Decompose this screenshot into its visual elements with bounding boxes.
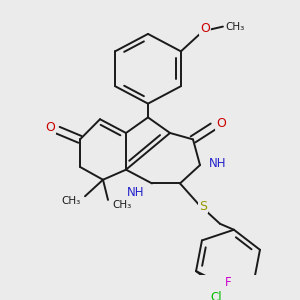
Text: CH₃: CH₃ <box>112 200 132 209</box>
Text: S: S <box>199 200 207 213</box>
Text: O: O <box>45 121 55 134</box>
Text: O: O <box>200 22 210 35</box>
Text: F: F <box>225 276 231 289</box>
Text: NH: NH <box>209 157 227 170</box>
Text: CH₃: CH₃ <box>225 22 244 32</box>
Text: NH: NH <box>127 186 145 199</box>
Text: CH₃: CH₃ <box>61 196 81 206</box>
Text: O: O <box>216 117 226 130</box>
Text: Cl: Cl <box>210 290 222 300</box>
